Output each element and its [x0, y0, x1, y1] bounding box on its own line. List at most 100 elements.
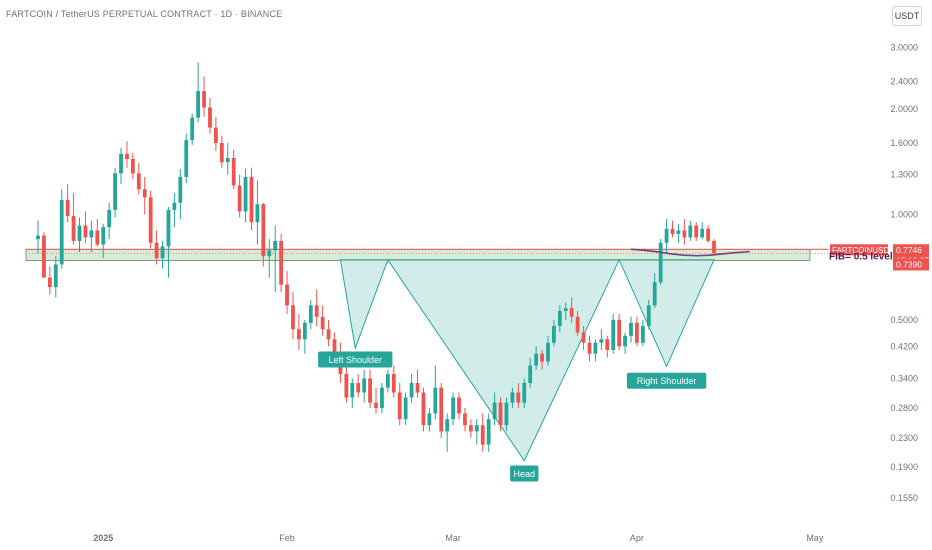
candle	[385, 369, 390, 393]
candle	[569, 297, 574, 323]
candle	[249, 167, 254, 231]
candle	[130, 152, 135, 180]
candle-body	[563, 308, 568, 311]
candle	[427, 407, 432, 432]
x-tick-label: May	[806, 533, 824, 543]
candle-body	[196, 91, 201, 118]
candle	[374, 387, 378, 414]
candle-body	[528, 365, 533, 383]
candle	[184, 133, 189, 183]
currency-selector[interactable]: USDT	[892, 6, 922, 26]
candle	[563, 302, 568, 320]
pattern-label-bg	[510, 465, 539, 482]
candle	[314, 289, 319, 327]
candle-body	[214, 127, 218, 143]
candle	[605, 335, 610, 358]
candle	[587, 335, 592, 362]
candle-body	[119, 153, 123, 174]
candle-body	[374, 402, 378, 408]
candle	[59, 189, 64, 269]
pattern-label: Head	[510, 465, 539, 482]
candle	[285, 270, 289, 314]
candle-body	[664, 228, 669, 243]
x-tick-label: Feb	[279, 533, 295, 543]
candle	[498, 397, 503, 432]
candle-body	[439, 387, 444, 432]
candle	[237, 174, 242, 218]
candle-body	[356, 382, 361, 393]
candle	[47, 266, 52, 295]
candle-body	[320, 316, 325, 330]
candle	[214, 116, 218, 151]
candle-body	[42, 235, 46, 278]
candle-body	[285, 284, 289, 306]
candle	[291, 292, 295, 340]
candle-body	[623, 335, 627, 347]
candle-body	[332, 339, 337, 358]
candle-body	[65, 199, 70, 216]
candle	[308, 299, 313, 330]
candle-body	[397, 392, 402, 420]
candle-body	[486, 419, 491, 445]
y-tick-label: 0.4200	[890, 341, 918, 351]
candle-body	[688, 225, 693, 238]
candle-body	[148, 197, 153, 243]
candle	[463, 407, 467, 432]
candle	[712, 239, 716, 255]
candle-body	[59, 199, 64, 265]
candle-body	[676, 230, 681, 234]
candle-body	[504, 402, 509, 426]
candle-body	[95, 230, 100, 245]
candle	[71, 193, 76, 245]
candle	[42, 232, 46, 278]
candle-body	[646, 305, 651, 327]
candle-body	[142, 189, 147, 198]
candle	[629, 316, 633, 343]
candle	[362, 369, 367, 403]
candle	[504, 397, 509, 432]
candle	[154, 230, 159, 265]
candle-body	[516, 392, 521, 403]
candle-body	[611, 319, 616, 350]
candle	[148, 190, 153, 249]
pattern-labels-layer: Left Shoulder Head Right Shoulder	[318, 351, 707, 482]
x-axis: 2025 Feb Mar Apr May	[93, 533, 824, 543]
candle-body	[219, 142, 224, 163]
candle	[320, 305, 325, 336]
candle-body	[368, 378, 372, 403]
candle-body	[350, 382, 355, 398]
candle-body	[314, 305, 319, 317]
candle-body	[172, 202, 177, 210]
candle	[658, 239, 663, 285]
candle	[196, 62, 201, 123]
candle	[439, 382, 444, 438]
candle-body	[267, 250, 272, 257]
candle-body	[83, 225, 88, 238]
candle-body	[581, 332, 586, 343]
candle-body	[474, 425, 479, 432]
x-tick-label: 2025	[93, 533, 113, 543]
candle-body	[706, 228, 710, 241]
candle-body	[522, 382, 527, 403]
candle	[540, 349, 544, 370]
pattern-label-text: Right Shoulder	[637, 376, 697, 386]
y-tick-label: 3.0000	[890, 42, 918, 52]
candle-body	[712, 240, 716, 254]
zone-price-tag: 0.7390	[893, 258, 929, 271]
candle	[36, 220, 40, 255]
candle-body	[629, 322, 633, 336]
candle	[688, 220, 693, 241]
candle	[219, 135, 224, 168]
candle	[546, 335, 550, 366]
candle	[160, 240, 165, 269]
candle	[190, 113, 195, 145]
candle-body	[403, 397, 408, 420]
x-tick-label: Mar	[445, 533, 461, 543]
candle-body	[652, 282, 657, 306]
candle	[397, 382, 402, 426]
candle-body	[557, 310, 562, 327]
candle-body	[225, 157, 230, 163]
candle-body	[36, 235, 40, 240]
candle-body	[445, 419, 450, 432]
